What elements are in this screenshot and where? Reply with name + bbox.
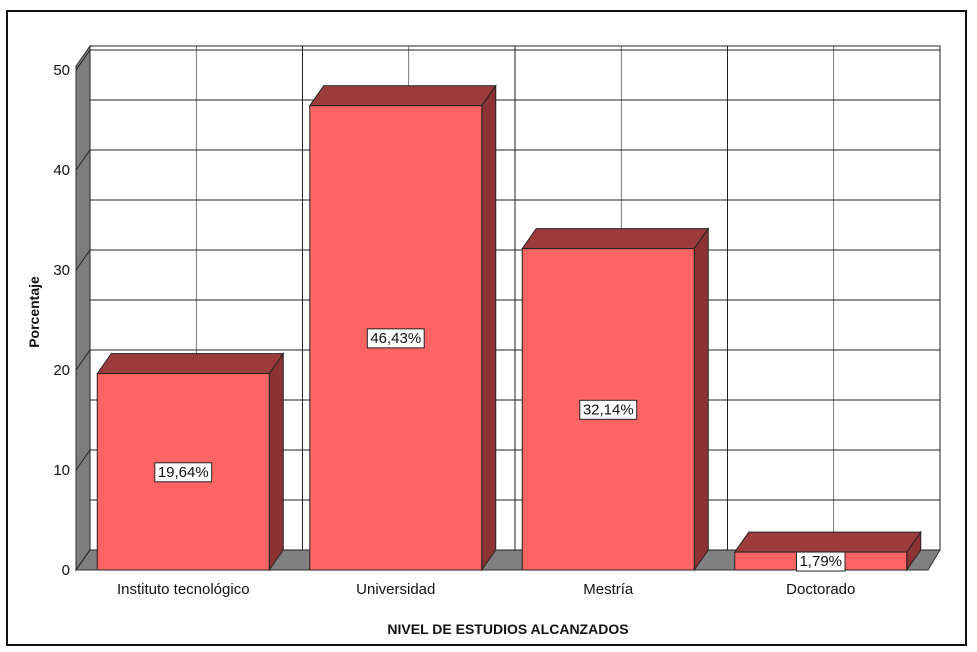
bar-top-face	[96, 353, 285, 375]
left-side-wall	[75, 44, 91, 572]
data-label-box	[795, 551, 846, 572]
bar-side-face	[693, 227, 709, 572]
y-tick-label: 30	[53, 262, 70, 279]
side-wall-gridline	[75, 149, 91, 171]
chart-frame: 19,64% 46,43% 32,14% 1,79% 0 10 20 30 40 50 Insti…	[6, 10, 967, 646]
side-wall-gridline	[75, 449, 91, 471]
data-label-box	[154, 462, 213, 483]
data-label-text: 19,64%	[158, 464, 209, 481]
data-label: 19,64%	[154, 462, 213, 483]
x-axis-title: NIVEL DE ESTUDIOS ALCANZADOS	[387, 621, 628, 637]
data-label-box	[579, 399, 638, 420]
y-tick-label: 10	[53, 462, 70, 479]
y-tick-label: 20	[53, 362, 70, 379]
x-tick-label: Universidad	[356, 581, 435, 598]
bar-side-face	[268, 352, 284, 572]
data-label: 1,79%	[795, 551, 846, 572]
side-wall-gridline	[75, 49, 91, 71]
side-wall-gridline	[75, 349, 91, 371]
bar-top-face	[521, 228, 710, 250]
bar-top-face	[733, 531, 922, 553]
side-wall-gridline	[75, 249, 91, 271]
data-label-text: 1,79%	[799, 553, 842, 570]
y-tick-label: 50	[53, 62, 70, 79]
bar-chart: 19,64% 46,43% 32,14% 1,79% 0 10 20 30 40 50 Insti…	[26, 44, 941, 637]
x-tick-label: Doctorado	[786, 581, 855, 598]
data-label-text: 32,14%	[583, 401, 634, 418]
side-wall-gridline	[75, 549, 91, 571]
bar-top-face	[308, 85, 497, 107]
x-tick-label: Instituto tecnológico	[117, 581, 250, 598]
x-tick-label: Mestría	[583, 581, 634, 598]
data-label-text: 46,43%	[370, 330, 421, 347]
bar-side-face	[481, 84, 497, 572]
data-label: 46,43%	[366, 328, 425, 349]
y-tick-label: 0	[62, 562, 70, 579]
data-label-box	[366, 328, 425, 349]
y-axis-title: Porcentaje	[26, 276, 42, 348]
y-tick-label: 40	[53, 162, 70, 179]
data-label: 32,14%	[579, 399, 638, 420]
